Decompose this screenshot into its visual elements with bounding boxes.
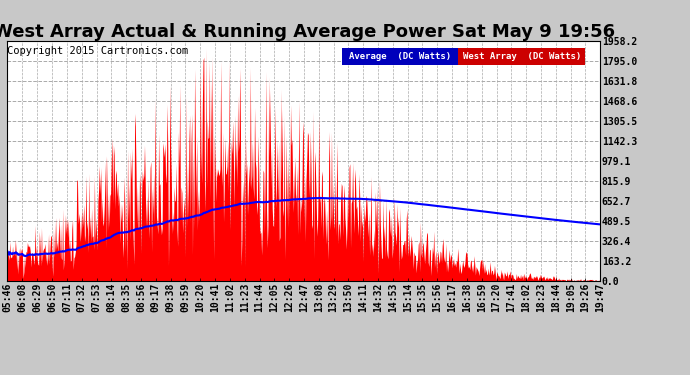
- Text: West Array  (DC Watts): West Array (DC Watts): [462, 53, 581, 62]
- FancyBboxPatch shape: [458, 48, 585, 65]
- Text: Copyright 2015 Cartronics.com: Copyright 2015 Cartronics.com: [8, 46, 189, 56]
- Title: West Array Actual & Running Average Power Sat May 9 19:56: West Array Actual & Running Average Powe…: [0, 23, 615, 41]
- FancyBboxPatch shape: [342, 48, 458, 65]
- Text: Average  (DC Watts): Average (DC Watts): [349, 53, 451, 62]
